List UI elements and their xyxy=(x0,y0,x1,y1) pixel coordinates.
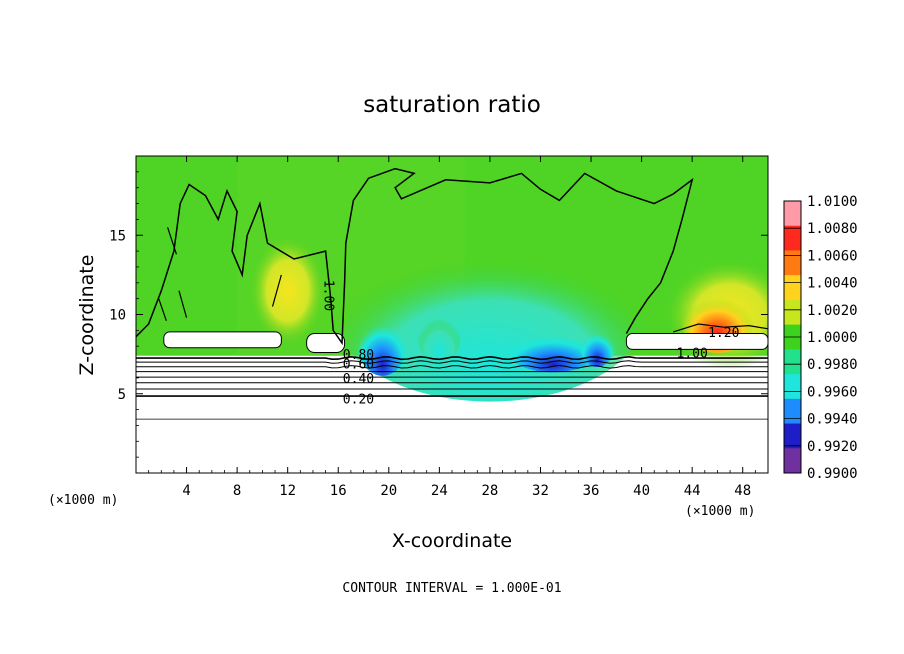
colorbar-label: 0.9920 xyxy=(807,439,858,455)
contour-line xyxy=(271,274,282,307)
field-subsat-blob xyxy=(417,303,462,364)
x-tick-label: 36 xyxy=(583,483,600,499)
x-tick-label: 44 xyxy=(684,483,701,499)
x-tick-label: 12 xyxy=(279,483,296,499)
colorbar-swatch xyxy=(784,448,801,474)
z-unit-label: (×1000 m) xyxy=(685,504,755,519)
y-axis: 5 10 15 xyxy=(109,171,768,458)
colorbar-label: 0.9960 xyxy=(807,384,858,400)
contour-label: 0.60 xyxy=(343,358,374,373)
x-tick-label: 32 xyxy=(532,483,549,499)
contour-line xyxy=(136,360,768,364)
field-blank-patch xyxy=(625,333,768,350)
contour-label: 0.20 xyxy=(343,393,374,408)
colorbar-label: 1.0000 xyxy=(807,330,858,346)
colorbar: 1.0100 1.0080 1.0060 1.0040 1.0020 1.0000 0.99… xyxy=(783,194,858,482)
y-tick-label: 15 xyxy=(109,228,126,244)
contour-label: 0.80 xyxy=(343,348,374,363)
contour-line xyxy=(136,364,768,369)
field-blank-patch xyxy=(306,333,346,354)
y-axis-label: Z-coordinate xyxy=(76,255,98,376)
colorbar-label: 0.9980 xyxy=(807,357,858,373)
contour-line xyxy=(673,323,768,333)
x-tick-label: 20 xyxy=(380,483,397,499)
field-subsat-blob xyxy=(579,319,616,368)
contour-line xyxy=(136,355,768,361)
x-axis-label: X-coordinate xyxy=(392,530,512,552)
colorbar-label: 1.0020 xyxy=(807,303,858,319)
contour-line xyxy=(158,298,167,322)
colorbar-swatch xyxy=(784,225,801,251)
colorbar-swatch xyxy=(784,374,801,400)
x-tick-label: 4 xyxy=(182,483,190,499)
x-tick-label: 24 xyxy=(431,483,448,499)
contour-line xyxy=(167,227,178,255)
contour-labels: 1.001.201.000.800.600.400.20 xyxy=(321,280,740,408)
x-tick-label: 28 xyxy=(481,483,498,499)
x-tick-label: 8 xyxy=(233,483,241,499)
contour-lines xyxy=(136,167,768,420)
field-supersat-left xyxy=(249,235,326,346)
colorbar-swatch xyxy=(784,250,801,276)
colorbar-label: 1.0080 xyxy=(807,221,858,237)
x-axis: 4 8 12 16 20 24 28 32 36 40 44 48 xyxy=(148,156,756,499)
colorbar-label: 1.0060 xyxy=(807,248,858,264)
x-tick-label: 40 xyxy=(633,483,650,499)
colorbar-swatch xyxy=(784,201,801,227)
colorbar-swatch xyxy=(784,398,801,425)
colorbar-swatch xyxy=(784,423,801,449)
colorbar-swatch xyxy=(784,275,801,301)
x-tick-label: 16 xyxy=(330,483,347,499)
colorbar-swatch xyxy=(784,299,801,326)
contour-label: 0.40 xyxy=(343,372,374,387)
contour-label: 1.00 xyxy=(321,280,336,311)
saturation-field xyxy=(136,156,768,473)
y-tick-label: 10 xyxy=(109,308,126,324)
contour-label: 1.00 xyxy=(677,347,708,362)
contour-line xyxy=(178,290,188,318)
colorbar-swatch xyxy=(784,349,801,375)
y-tick-label: 5 xyxy=(118,387,126,403)
chart-title: saturation ratio xyxy=(363,92,541,118)
colorbar-label: 0.9900 xyxy=(807,466,858,482)
contour-line xyxy=(136,167,694,346)
colorbar-label: 0.9940 xyxy=(807,412,858,428)
x-tick-label: 48 xyxy=(734,483,751,499)
colorbar-label: 1.0100 xyxy=(807,194,858,210)
contour-label: 1.20 xyxy=(708,326,739,341)
colorbar-label: 1.0040 xyxy=(807,276,858,292)
x-unit-label: (×1000 m) xyxy=(48,493,118,508)
field-blank-patch xyxy=(163,331,282,349)
contour-interval-note: CONTOUR INTERVAL = 1.000E-01 xyxy=(342,581,561,596)
